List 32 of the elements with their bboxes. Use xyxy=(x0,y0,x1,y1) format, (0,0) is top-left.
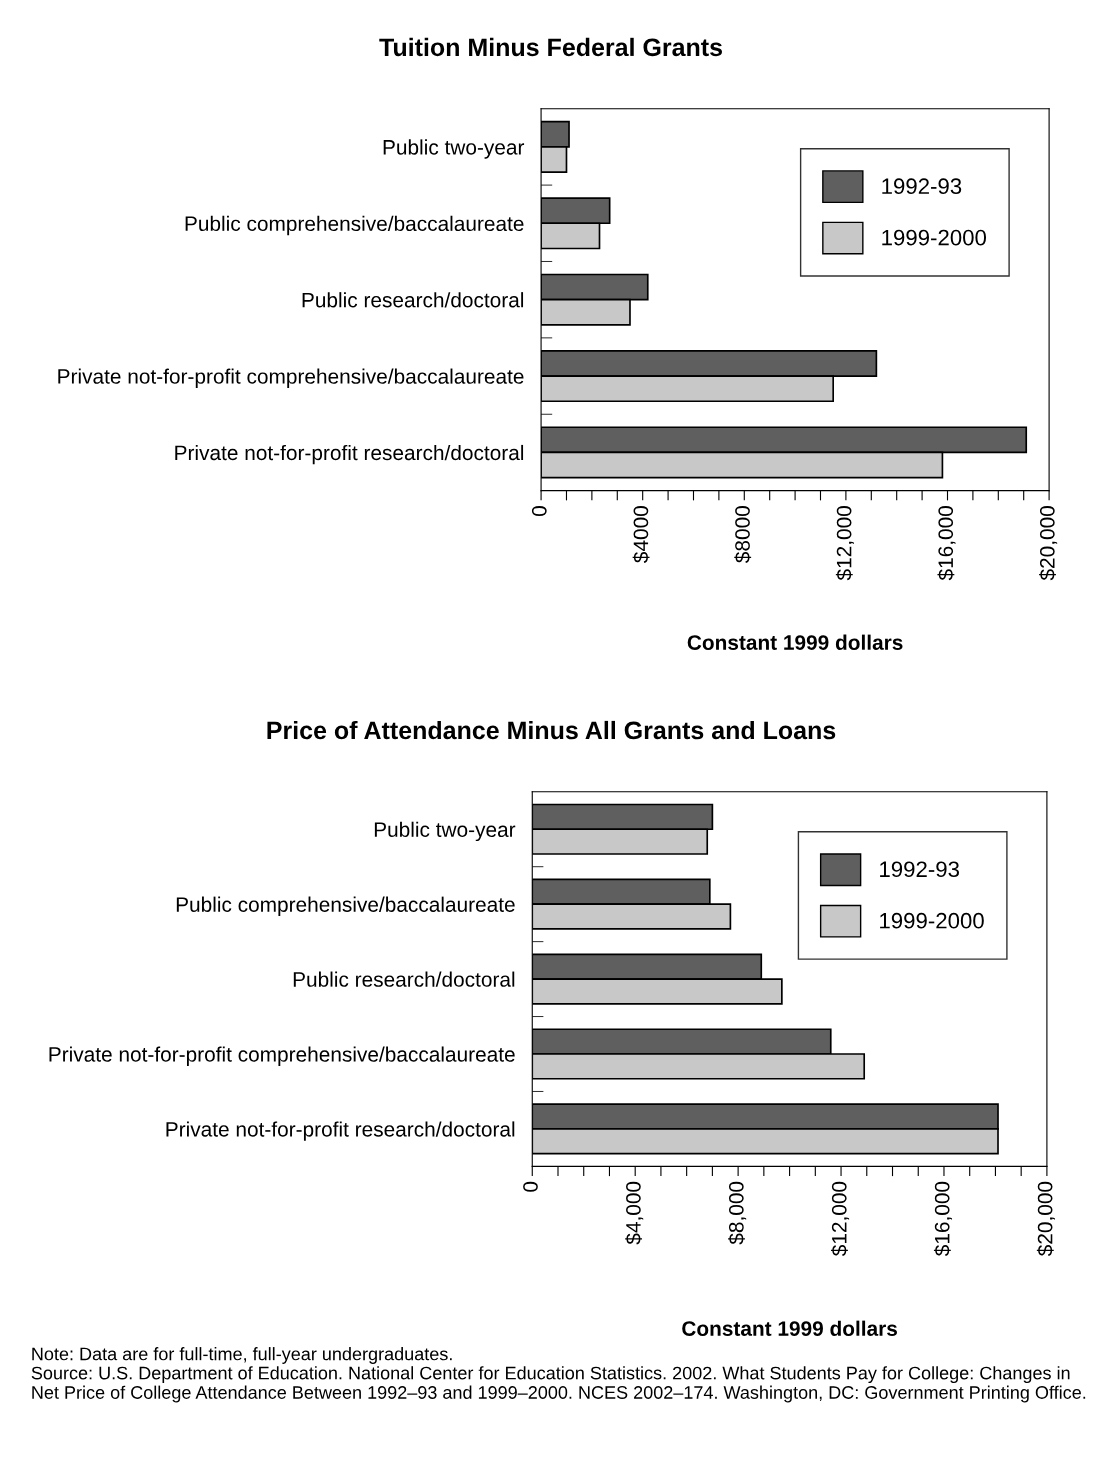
x-axis-title: Constant 1999 dollars xyxy=(682,1320,897,1336)
y-tick-label: Private not-for-profit comprehensive/baccalaureate xyxy=(49,1046,515,1066)
y-tick-label: Public comprehensive/baccalaureate xyxy=(185,215,524,236)
x-tick-label: $12,000 xyxy=(835,506,854,581)
y-tick-label: Public comprehensive/baccalaureate xyxy=(176,896,515,917)
x-tick-label: $16,000 xyxy=(937,506,956,581)
source-note: Source: U.S. Department of Education. National Center for Education Statistics. 2002. What Students Pay for College: Changes in Net Price of College Attendance Between 1992–93 and 1999–2000. NCES 2002–174. Washington, DC: Government Printing Office. xyxy=(31,1366,1086,1403)
y-tick-label: Public research/doctoral xyxy=(293,971,515,987)
legend-label: 1992-93 xyxy=(880,861,959,878)
text: Note: Data are for full-time, full-year undergraduates. xyxy=(32,1347,452,1364)
x-tick-label: $8000 xyxy=(734,506,752,563)
chart-title: Tuition Minus Federal Grants xyxy=(379,37,722,57)
legend-label: 1992-93 xyxy=(882,178,962,195)
legend-label: 1999-2000 xyxy=(882,229,987,246)
x-tick-label: $20,000 xyxy=(1036,1181,1055,1257)
x-tick-label: $4000 xyxy=(632,506,650,563)
x-tick-label: 0 xyxy=(523,1181,538,1192)
y-tick-label: Private not-for-profit research/doctoral xyxy=(175,444,524,465)
y-tick-label: Private not-for-profit comprehensive/baccalaureate xyxy=(58,368,524,388)
x-tick-label: 0 xyxy=(531,506,547,516)
x-tick-label: $4,000 xyxy=(625,1181,644,1245)
legend-label: 1999-2000 xyxy=(880,912,984,929)
x-tick-label: $20,000 xyxy=(1039,506,1058,581)
x-tick-label: $12,000 xyxy=(831,1181,850,1257)
y-tick-label: Public research/doctoral xyxy=(302,292,524,308)
y-tick-label: Private not-for-profit research/doctoral xyxy=(166,1121,515,1141)
y-tick-label: Public two-year xyxy=(374,821,516,842)
x-tick-label: $8,000 xyxy=(728,1181,747,1245)
x-axis-title: Constant 1999 dollars xyxy=(687,634,903,650)
y-tick-label: Public two-year xyxy=(383,139,525,159)
x-tick-label: $16,000 xyxy=(933,1181,953,1257)
chart-title: Price of Attendance Minus All Grants and Loans xyxy=(267,720,836,740)
